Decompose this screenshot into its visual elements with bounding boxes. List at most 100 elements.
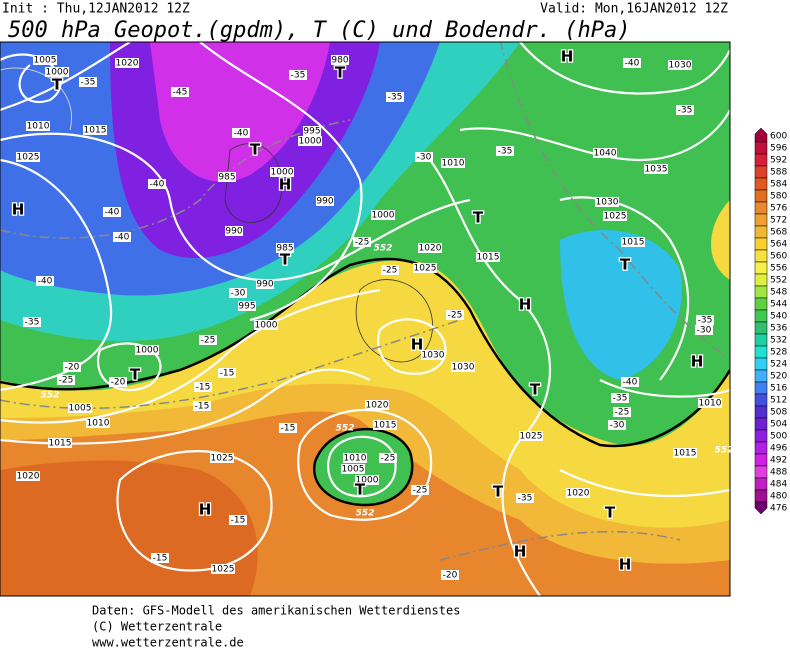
colorbar-label: 520 (770, 372, 787, 382)
label-box (418, 243, 442, 253)
label-box (113, 232, 131, 242)
height-label: 552 (336, 424, 355, 434)
colorbar-label: 528 (770, 348, 787, 358)
contour-label: 1015 (477, 253, 500, 263)
label-box (331, 55, 349, 65)
label-box (63, 362, 81, 372)
contour-label: 1020 (567, 489, 590, 499)
label-box (623, 58, 641, 68)
colorbar-swatch (754, 345, 768, 359)
contour-label: -35 (613, 394, 628, 404)
contour-label: 1010 (442, 159, 465, 169)
label-box (379, 453, 397, 463)
colorbar-swatch (754, 165, 768, 179)
contour-label: 1030 (596, 198, 619, 208)
pressure-center: T (130, 366, 141, 384)
label-box (371, 210, 395, 220)
valid-time: Valid: Mon,16JAN2012 12Z (540, 2, 728, 17)
coastline (0, 67, 72, 131)
colorbar-swatch (754, 465, 768, 479)
colorbar-swatch (754, 177, 768, 191)
contour-label: -40 (105, 208, 120, 218)
contour-label: 1030 (669, 61, 692, 71)
footer-copyright: (C) Wetterzentrale (92, 620, 222, 634)
label-box (16, 471, 40, 481)
pressure-center: H (199, 501, 212, 519)
contour-label: 1025 (211, 454, 234, 464)
label-box (218, 172, 236, 182)
colorbar-swatch (754, 261, 768, 275)
pressure-center: H (279, 176, 292, 194)
label-box (413, 263, 437, 273)
label-box (229, 515, 247, 525)
label-box (270, 167, 294, 177)
contour-label: 1025 (604, 212, 627, 222)
label-box (289, 70, 307, 80)
contour-label: -40 (150, 180, 165, 190)
colorbar-swatch (754, 489, 768, 503)
pressure-center: T (605, 504, 616, 522)
label-box (613, 407, 631, 417)
pressure-center: H (12, 201, 25, 219)
label-box (519, 431, 543, 441)
label-box (194, 382, 212, 392)
contour-label: 1025 (520, 432, 543, 442)
pressure-center: H (691, 353, 704, 371)
pressure-center: T (530, 381, 541, 399)
contour-label: -40 (38, 277, 53, 287)
colorbar-label: 512 (770, 396, 787, 406)
552-line (0, 257, 730, 448)
pressure-center: H (519, 296, 532, 314)
pressure-center: H (561, 48, 574, 66)
colorbar-label: 560 (770, 252, 787, 262)
label-box (303, 126, 321, 136)
contour-label: -35 (678, 106, 693, 116)
colorbar-label: 600 (770, 132, 787, 142)
contour-label: 1035 (645, 165, 668, 175)
contour-label: -35 (498, 147, 513, 157)
contour-label: 990 (256, 280, 273, 290)
label-box (193, 401, 211, 411)
contour-label: 1010 (699, 399, 722, 409)
label-box (109, 377, 127, 387)
contour-label: -35 (81, 78, 96, 88)
label-box (696, 315, 714, 325)
label-box (353, 237, 371, 247)
label-box (57, 375, 75, 385)
label-box (676, 105, 694, 115)
label-box (621, 377, 639, 387)
label-box (386, 92, 404, 102)
pressure-center: T (280, 251, 291, 269)
colorbar-label: 596 (770, 144, 787, 154)
contour-label: -15 (195, 402, 210, 412)
colorbar-swatch (754, 441, 768, 455)
colorbar-swatch (754, 429, 768, 443)
contour-label: -40 (625, 59, 640, 69)
label-box (16, 152, 40, 162)
contour-label: -45 (173, 88, 188, 98)
contour-label: -25 (448, 311, 463, 321)
label-box (621, 237, 645, 247)
label-box (446, 310, 464, 320)
contour-label: -25 (59, 376, 74, 386)
contour-label: -35 (518, 494, 533, 504)
label-box (341, 464, 365, 474)
contour-label: -25 (615, 408, 630, 418)
colorbar: 600 596 592 588 584 580 576 572 568 564 560 556 552 5… (754, 127, 787, 515)
contour-label: -40 (623, 378, 638, 388)
pressure-center: T (335, 64, 346, 82)
pressure-center: H (411, 336, 424, 354)
height-label: 552 (356, 509, 375, 519)
label-box (381, 265, 399, 275)
colorbar-swatch (754, 153, 768, 167)
contour-label: -25 (201, 336, 216, 346)
colorbar-swatch (754, 333, 768, 347)
label-box (210, 453, 234, 463)
magenta-field (150, 42, 330, 182)
colorbar-label: 484 (770, 480, 787, 490)
colorbar-label: 544 (770, 300, 787, 310)
colorbar-swatch (754, 297, 768, 311)
colorbar-swatch (754, 273, 768, 287)
contour-label: 1025 (414, 264, 437, 274)
